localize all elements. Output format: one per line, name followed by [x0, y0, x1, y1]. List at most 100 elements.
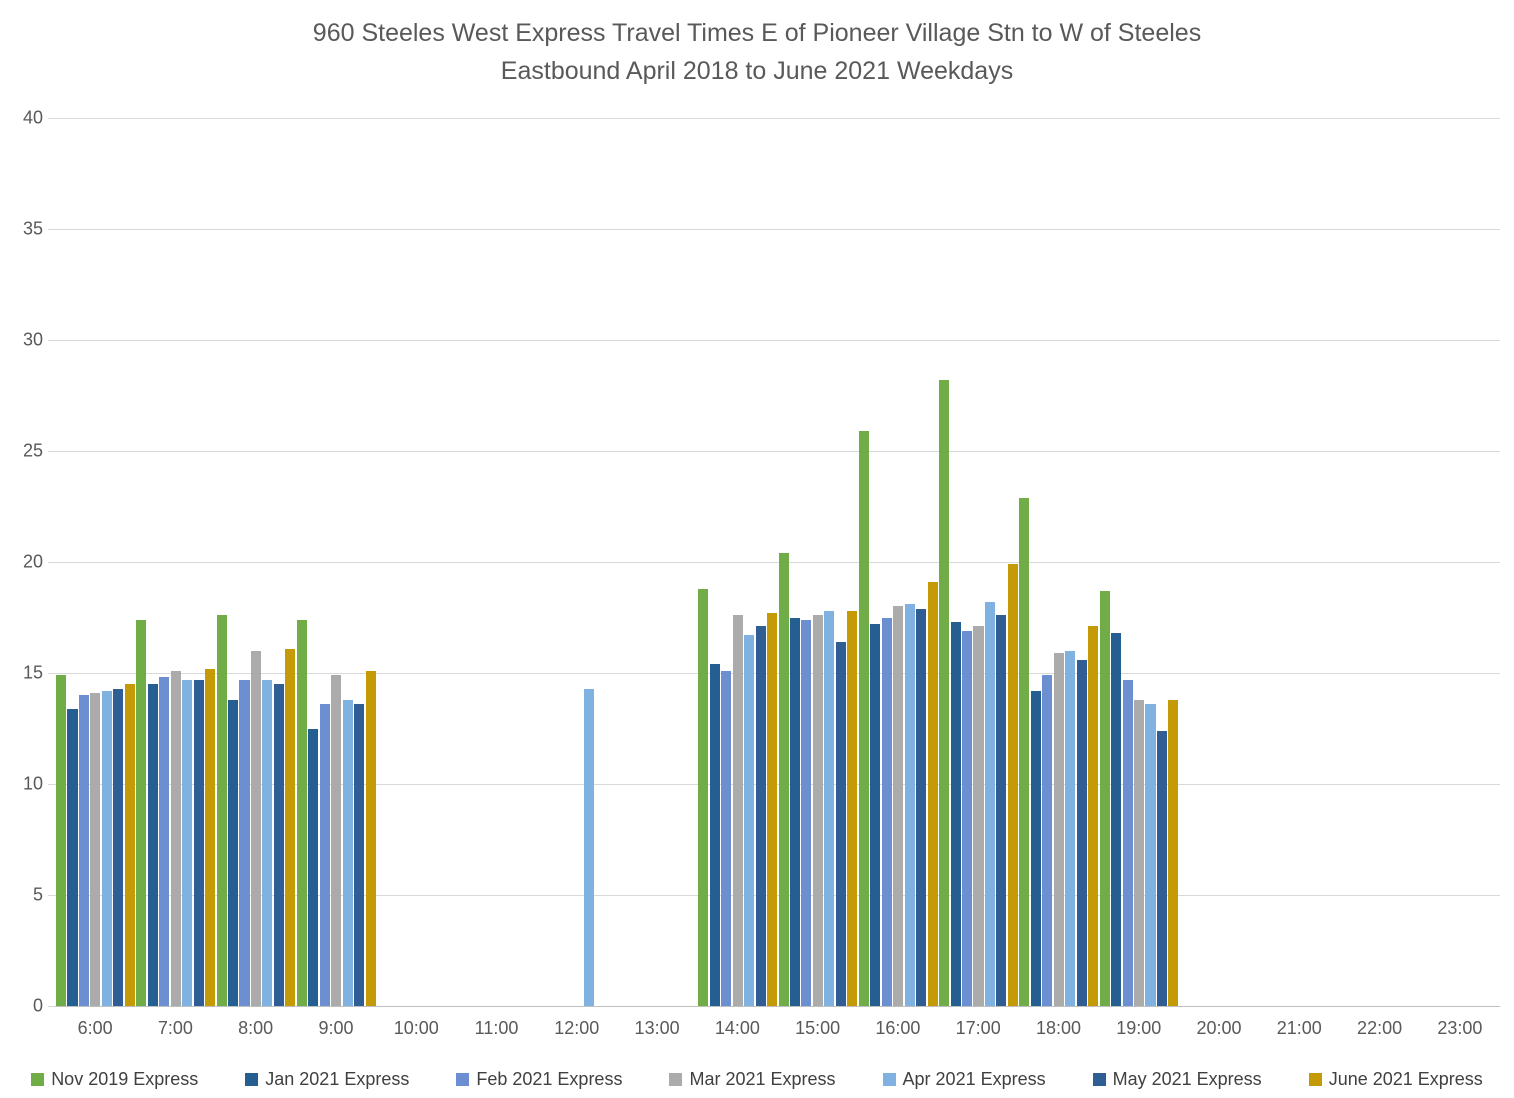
y-tick-mark	[48, 673, 55, 674]
bar-nov-2019-express-1800	[1019, 497, 1030, 1006]
bar-apr-2021-express-900	[342, 699, 353, 1006]
bar-jan-2021-express-1800	[1030, 690, 1041, 1006]
bar-feb-2021-express-1500	[801, 619, 812, 1006]
gridline-y-40	[55, 118, 1500, 119]
x-axis-label-2200: 22:00	[1357, 1018, 1403, 1038]
y-tick-mark	[48, 562, 55, 563]
y-axis-label-30: 30	[22, 329, 43, 350]
y-axis-label-10: 10	[22, 773, 43, 794]
bar-nov-2019-express-1400	[698, 588, 709, 1006]
bar-june-2021-express-1500	[847, 610, 858, 1006]
x-axis-label-1700: 17:00	[955, 1018, 1001, 1038]
gridline-y-20	[55, 562, 1500, 563]
gridline-y-30	[55, 340, 1500, 341]
bar-may-2021-express-1900	[1156, 730, 1167, 1006]
x-axis-label-700: 7:00	[157, 1018, 193, 1038]
bar-apr-2021-express-1700	[984, 601, 995, 1006]
x-axis-label-2000: 20:00	[1196, 1018, 1242, 1038]
bar-may-2021-express-1400	[755, 626, 766, 1006]
bar-apr-2021-express-1200	[583, 688, 594, 1006]
bar-feb-2021-express-1400	[721, 670, 732, 1006]
legend-item-mar-2021-express: Mar 2021 Express	[669, 1069, 836, 1090]
bar-june-2021-express-600	[124, 684, 135, 1006]
bar-june-2021-express-1600	[927, 581, 938, 1006]
bar-june-2021-express-1700	[1007, 564, 1018, 1006]
bar-jan-2021-express-600	[67, 708, 78, 1006]
legend-swatch-icon	[31, 1073, 45, 1086]
y-tick-mark	[48, 229, 55, 230]
bar-june-2021-express-1900	[1168, 699, 1179, 1006]
bar-feb-2021-express-1600	[881, 617, 892, 1006]
legend-item-may-2021-express: May 2021 Express	[1092, 1069, 1262, 1090]
y-axis-label-20: 20	[22, 551, 43, 572]
y-axis-label-0: 0	[32, 995, 43, 1016]
x-axis-label-1200: 12:00	[554, 1018, 600, 1038]
chart-title-line-1: 960 Steeles West Express Travel Times E …	[312, 19, 1202, 47]
chart-title-line-2: Eastbound April 2018 to June 2021 Weekda…	[500, 57, 1014, 85]
y-tick-mark	[48, 340, 55, 341]
bar-mar-2021-express-600	[90, 692, 101, 1006]
bar-apr-2021-express-1900	[1145, 704, 1156, 1006]
bar-may-2021-express-1700	[996, 615, 1007, 1006]
bar-jan-2021-express-900	[308, 728, 319, 1006]
bar-may-2021-express-900	[354, 704, 365, 1006]
bar-june-2021-express-900	[365, 670, 376, 1006]
x-axis-label-1300: 13:00	[634, 1018, 680, 1038]
legend-swatch-icon	[456, 1073, 470, 1086]
bar-mar-2021-express-800	[250, 650, 262, 1006]
legend-item-apr-2021-express: Apr 2021 Express	[882, 1069, 1046, 1090]
bar-feb-2021-express-1800	[1042, 675, 1053, 1006]
gridline-y-15	[55, 673, 1500, 674]
chart-legend: Nov 2019 Express Jan 2021 Express Feb 2021…	[0, 1069, 1514, 1090]
bar-june-2021-express-800	[285, 648, 296, 1006]
bar-mar-2021-express-1600	[893, 606, 904, 1006]
y-axis-label-35: 35	[22, 218, 43, 239]
bar-mar-2021-express-1500	[812, 615, 823, 1006]
y-tick-mark	[48, 895, 55, 896]
bar-may-2021-express-800	[273, 684, 284, 1006]
x-axis-label-1000: 10:00	[393, 1018, 439, 1038]
bar-feb-2021-express-600	[78, 695, 89, 1006]
bar-nov-2019-express-600	[56, 675, 67, 1006]
bar-apr-2021-express-600	[101, 690, 112, 1006]
bar-feb-2021-express-800	[239, 679, 250, 1006]
bar-apr-2021-express-1400	[744, 635, 755, 1006]
legend-swatch-icon	[245, 1073, 259, 1086]
x-axis-label-1400: 14:00	[714, 1018, 760, 1038]
y-tick-mark	[48, 1006, 55, 1007]
legend-swatch-icon	[1308, 1073, 1322, 1086]
legend-label: Feb 2021 Express	[476, 1069, 623, 1089]
legend-label: Jan 2021 Express	[265, 1069, 410, 1089]
bar-apr-2021-express-1500	[824, 610, 835, 1006]
bar-apr-2021-express-1600	[904, 604, 915, 1006]
bar-nov-2019-express-1600	[858, 431, 869, 1006]
bar-feb-2021-express-1700	[961, 630, 973, 1006]
gridline-y-0	[55, 1006, 1500, 1007]
x-axis-label-600: 6:00	[77, 1018, 113, 1038]
bar-may-2021-express-1600	[916, 608, 927, 1006]
legend-swatch-icon	[882, 1073, 896, 1086]
bar-nov-2019-express-900	[296, 619, 307, 1006]
bar-may-2021-express-1800	[1076, 659, 1087, 1006]
bar-jan-2021-express-700	[147, 684, 158, 1006]
bar-jan-2021-express-1900	[1111, 633, 1122, 1006]
bar-mar-2021-express-1900	[1134, 699, 1145, 1006]
gridline-y-10	[55, 784, 1500, 785]
gridline-y-5	[55, 895, 1500, 896]
legend-label: Apr 2021 Express	[902, 1069, 1046, 1089]
bar-mar-2021-express-900	[331, 675, 342, 1006]
bar-apr-2021-express-1800	[1065, 650, 1076, 1006]
bar-jan-2021-express-1500	[789, 617, 801, 1006]
x-axis-label-1100: 11:00	[474, 1018, 519, 1038]
x-axis-label-1500: 15:00	[795, 1018, 841, 1038]
y-axis-label-40: 40	[22, 107, 43, 128]
bar-feb-2021-express-900	[319, 704, 330, 1006]
x-axis-label-1900: 19:00	[1116, 1018, 1162, 1038]
x-axis-label-900: 9:00	[318, 1018, 354, 1038]
bar-june-2021-express-1800	[1088, 626, 1099, 1006]
gridline-y-35	[55, 229, 1500, 230]
legend-label: Nov 2019 Express	[51, 1069, 199, 1089]
legend-item-nov-2019-express: Nov 2019 Express	[31, 1069, 198, 1090]
x-axis-label-2300: 23:00	[1437, 1018, 1483, 1038]
